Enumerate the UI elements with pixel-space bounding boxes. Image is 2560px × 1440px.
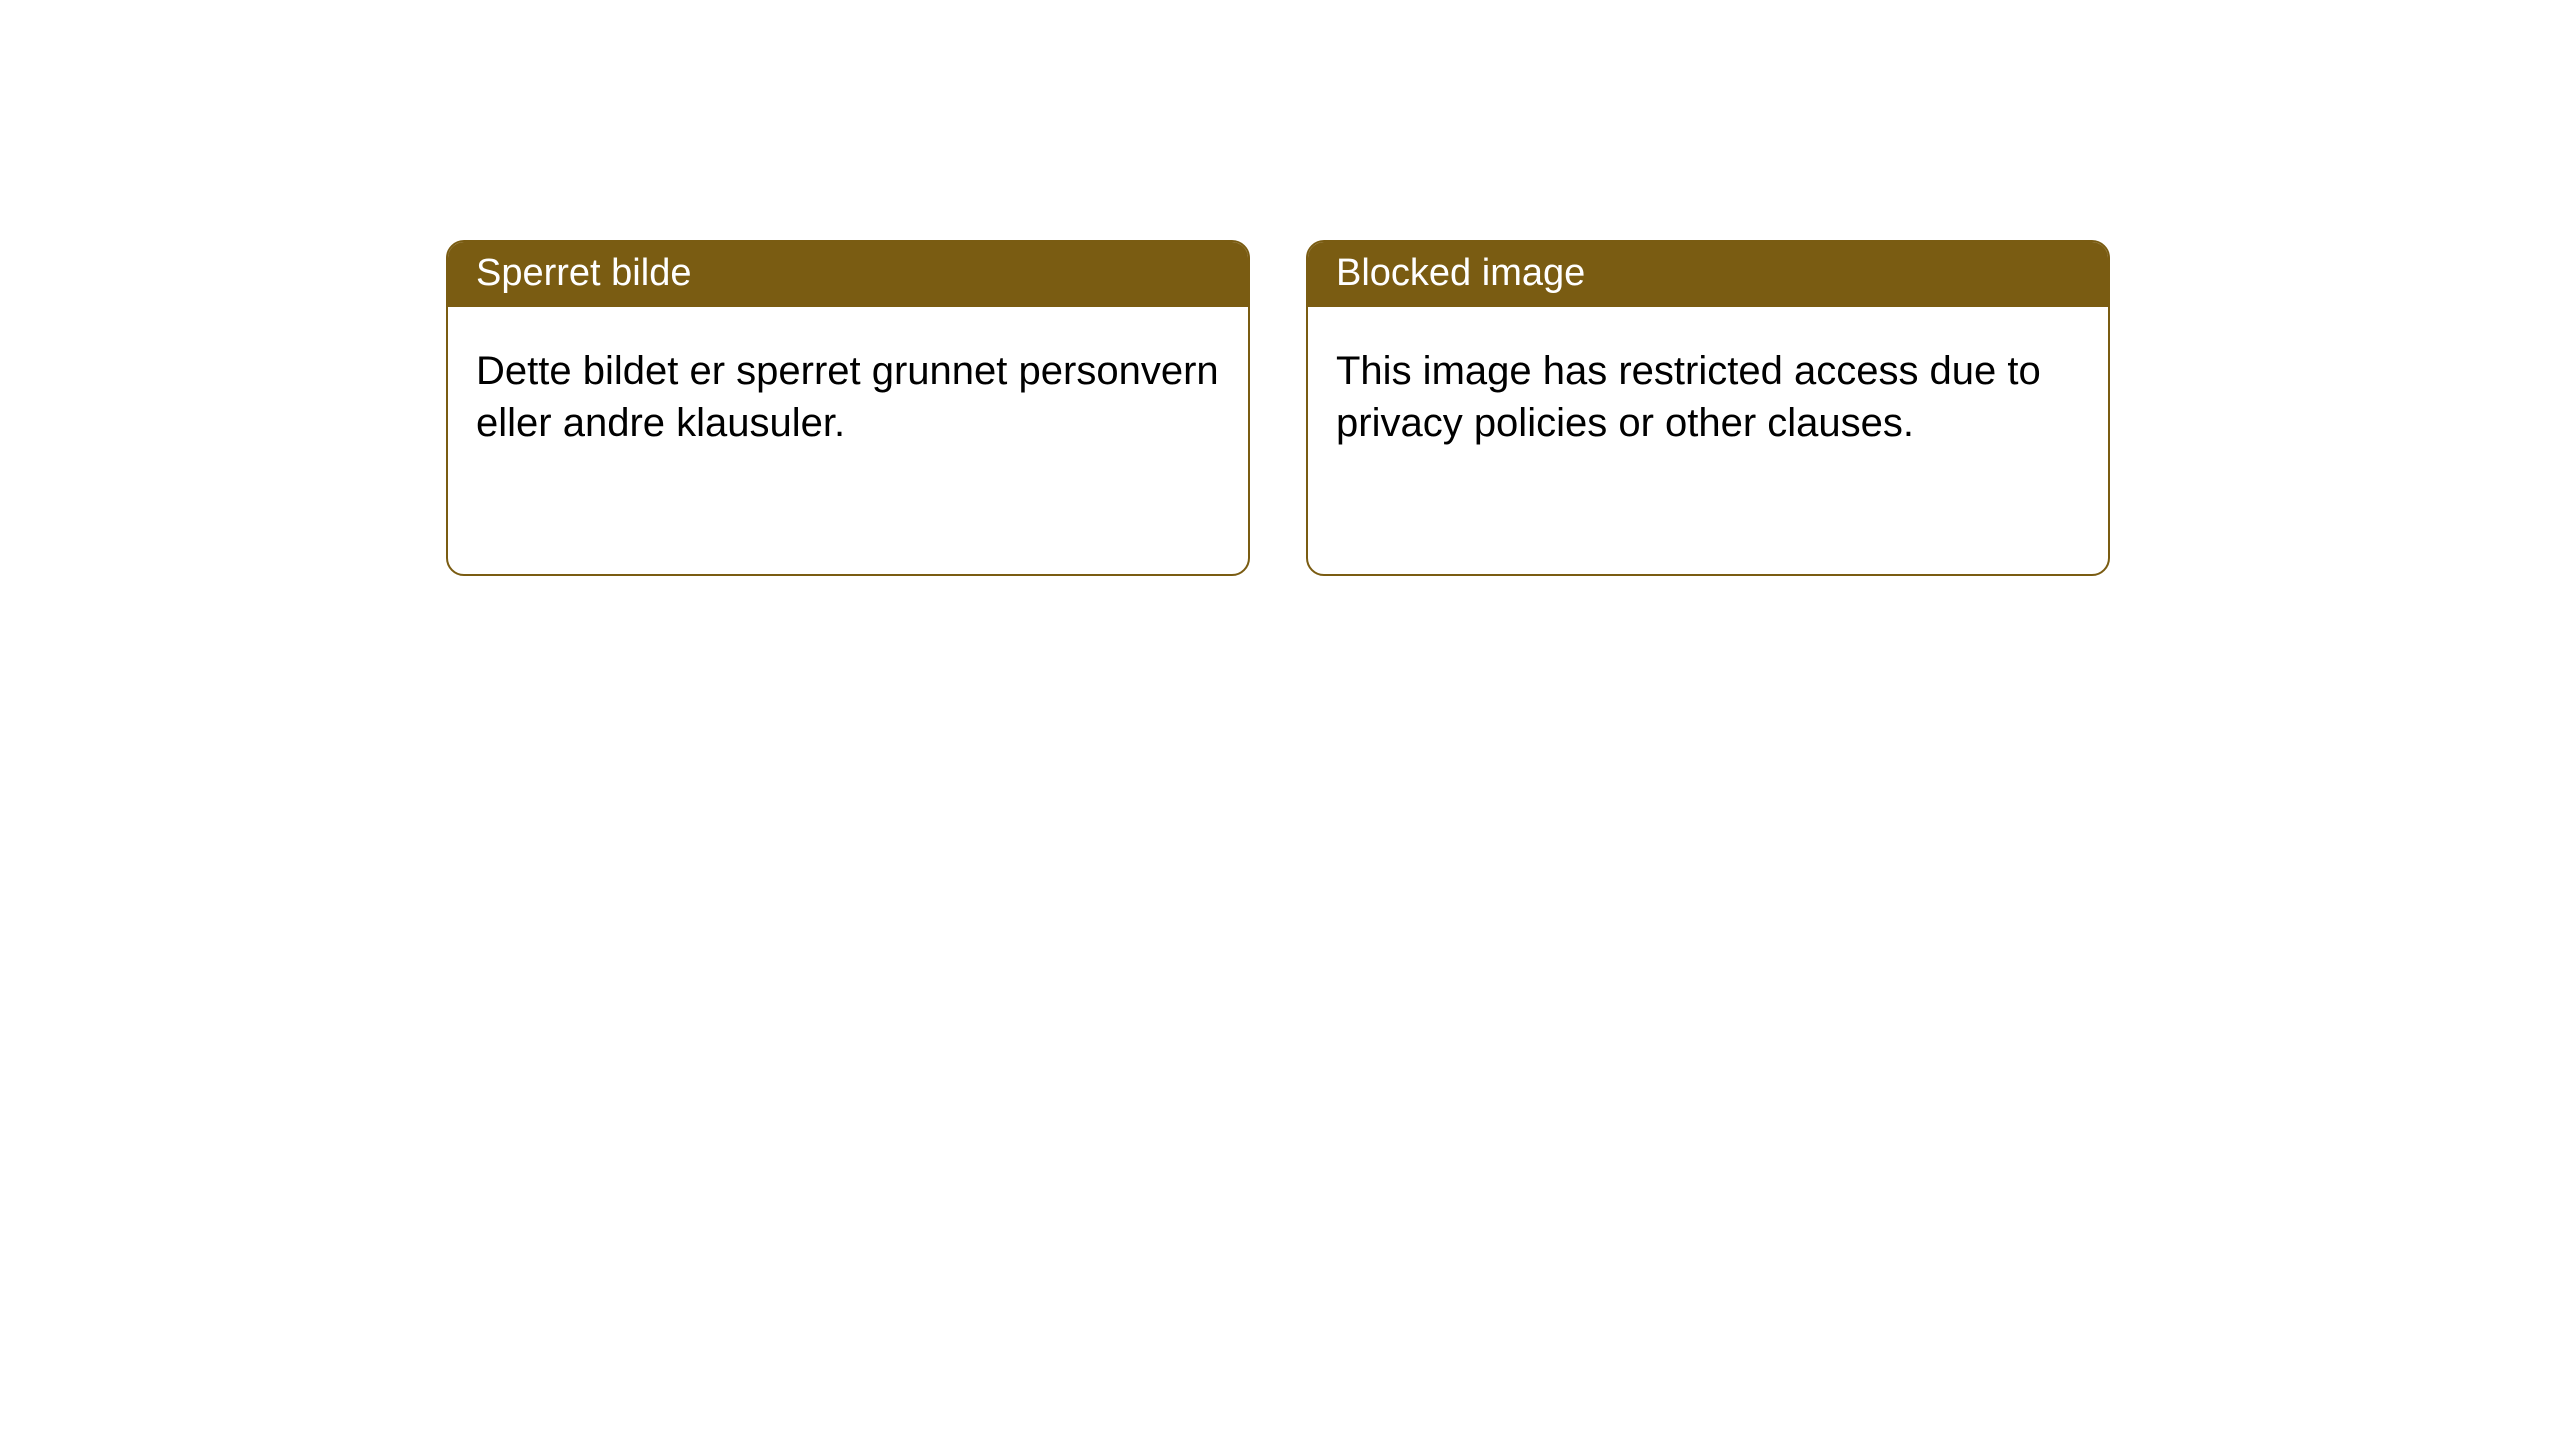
cards-container: Sperret bilde Dette bildet er sperret gr… xyxy=(0,0,2560,576)
card-body-text: Dette bildet er sperret grunnet personve… xyxy=(476,349,1219,445)
card-body: This image has restricted access due to … xyxy=(1308,307,2108,477)
blocked-image-card-en: Blocked image This image has restricted … xyxy=(1306,240,2110,576)
card-body-text: This image has restricted access due to … xyxy=(1336,349,2041,445)
card-header-text: Sperret bilde xyxy=(476,252,691,294)
card-header-text: Blocked image xyxy=(1336,252,1585,294)
blocked-image-card-no: Sperret bilde Dette bildet er sperret gr… xyxy=(446,240,1250,576)
card-header: Sperret bilde xyxy=(448,242,1248,307)
card-header: Blocked image xyxy=(1308,242,2108,307)
card-body: Dette bildet er sperret grunnet personve… xyxy=(448,307,1248,477)
